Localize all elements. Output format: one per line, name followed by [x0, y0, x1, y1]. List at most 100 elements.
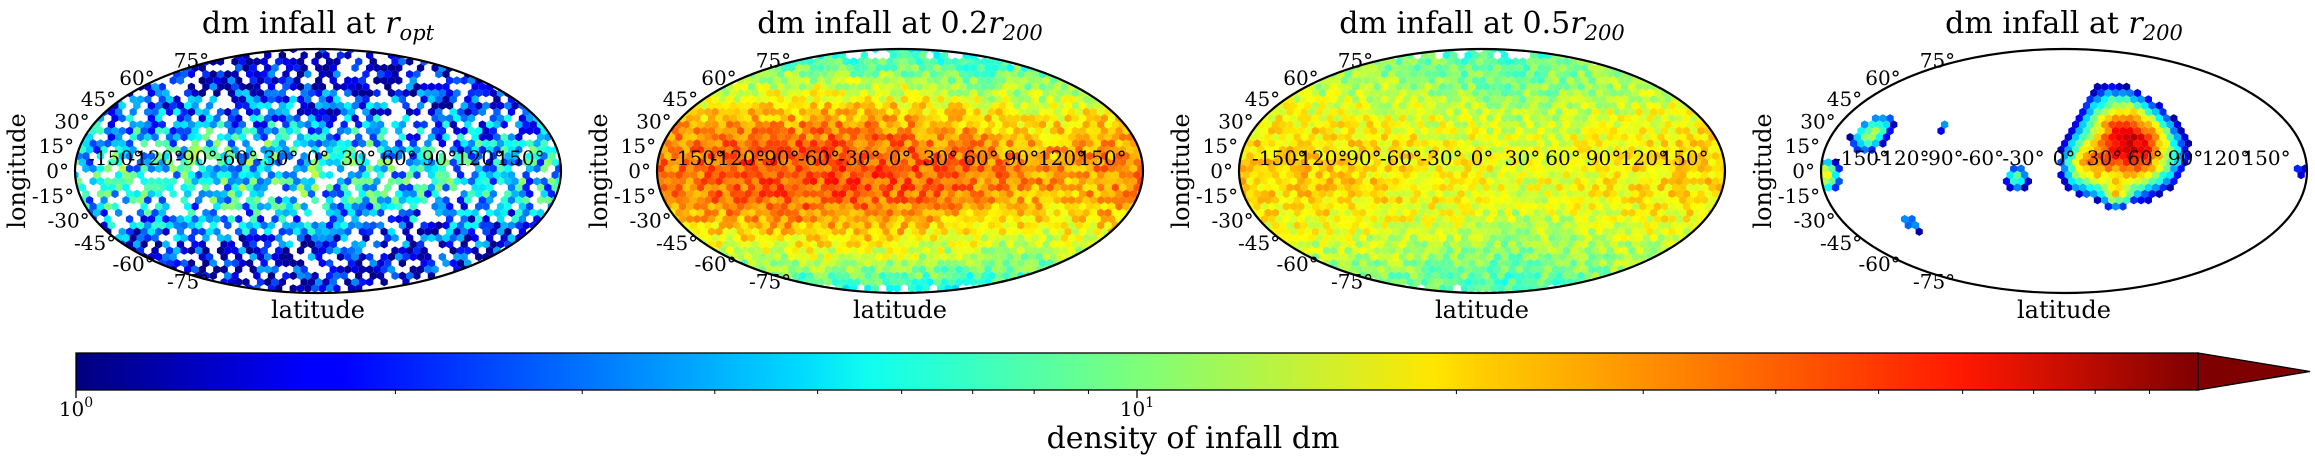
density-cell: [256, 189, 265, 199]
density-cell: [1293, 170, 1301, 180]
density-cell: [227, 202, 235, 211]
density-cell: [271, 151, 279, 161]
density-cell: [224, 271, 232, 280]
density-cell: [828, 183, 836, 192]
density-cell: [1369, 202, 1378, 211]
density-cell: [1584, 158, 1592, 167]
density-cell: [373, 189, 381, 199]
density-cell: [1017, 233, 1025, 243]
density-cell: [1293, 107, 1301, 117]
density-cell: [831, 76, 839, 85]
density-cell: [1522, 63, 1530, 73]
density-cell: [489, 101, 497, 110]
density-cell: [900, 57, 908, 66]
density-cell: [1628, 120, 1636, 129]
density-cell: [1366, 82, 1374, 91]
density-cell: [1351, 107, 1359, 117]
density-cell: [1326, 139, 1334, 148]
density-cell: [315, 227, 323, 236]
density-cell: [1060, 208, 1068, 217]
density-cell: [296, 259, 305, 268]
density-cell: [835, 70, 843, 79]
density-cell: [406, 158, 414, 167]
density-cell: [1610, 177, 1618, 186]
density-cell: [1475, 57, 1483, 66]
density-cell: [1402, 183, 1410, 192]
density-cell: [893, 82, 901, 91]
density-cell: [1497, 57, 1505, 66]
density-cell: [966, 57, 974, 66]
density-cell: [704, 145, 712, 154]
density-cell: [293, 139, 301, 148]
density-cell: [1628, 158, 1636, 167]
density-cell: [806, 107, 814, 117]
density-cell: [744, 164, 752, 173]
density-cell: [1508, 101, 1516, 110]
density-cell: [275, 158, 283, 167]
density-cell: [875, 126, 883, 136]
density-cell: [758, 151, 767, 161]
density-cell: [918, 202, 927, 211]
density-cell: [227, 76, 235, 85]
density-cell: [242, 126, 250, 136]
density-cell: [1031, 170, 1039, 180]
density-cell: [489, 240, 497, 249]
density-cell: [216, 82, 225, 91]
density-cell: [933, 164, 941, 173]
density-cell: [998, 139, 1007, 148]
density-cell: [1260, 164, 1269, 173]
density-cell: [773, 202, 781, 211]
density-cell: [1580, 76, 1589, 85]
density-cell: [1657, 158, 1665, 167]
density-cell: [1118, 196, 1127, 205]
density-cell: [1464, 63, 1472, 73]
density-cell: [773, 252, 781, 262]
density-cell: [1439, 183, 1447, 192]
y-tick-label: 45°: [663, 87, 698, 111]
density-cell: [846, 101, 854, 110]
density-cell: [1686, 170, 1694, 180]
density-cell: [664, 164, 672, 173]
density-cell: [253, 233, 261, 243]
density-cell: [751, 114, 759, 123]
density-cell: [402, 214, 410, 224]
density-cell: [406, 145, 414, 154]
density-cell: [1118, 133, 1127, 142]
x-tick-label: 30°: [341, 146, 376, 170]
density-cell: [1391, 139, 1399, 148]
density-cell: [988, 82, 996, 91]
density-cell: [802, 214, 810, 224]
density-cell: [529, 120, 537, 129]
density-cell: [784, 246, 792, 255]
density-cell: [777, 196, 785, 205]
density-cell: [718, 145, 727, 154]
density-cell: [304, 133, 312, 142]
density-cell: [1028, 240, 1036, 249]
density-cell: [446, 114, 454, 123]
density-cell: [886, 233, 894, 243]
density-cell: [1108, 164, 1116, 173]
density-cell: [1078, 139, 1087, 148]
density-cell: [1588, 151, 1596, 161]
density-cell: [1057, 164, 1065, 173]
density-cell: [904, 51, 912, 60]
density-cell: [347, 259, 356, 268]
density-cell: [1704, 189, 1712, 199]
density-cell: [853, 114, 861, 123]
density-cell: [860, 240, 868, 249]
density-cell: [431, 63, 439, 73]
density-cell: [726, 208, 734, 217]
density-cell: [922, 233, 930, 243]
density-cell: [1038, 170, 1047, 180]
density-cell: [1013, 88, 1021, 98]
x-tick-label: -150°: [88, 146, 143, 170]
density-cell: [115, 183, 123, 192]
density-cell: [147, 126, 155, 136]
density-cell: [1628, 133, 1636, 142]
density-cell: [758, 114, 767, 123]
density-cell: [1460, 133, 1469, 142]
density-cell: [693, 202, 701, 211]
density-cell: [809, 101, 817, 110]
density-cell: [667, 170, 676, 180]
density-cell: [406, 208, 414, 217]
